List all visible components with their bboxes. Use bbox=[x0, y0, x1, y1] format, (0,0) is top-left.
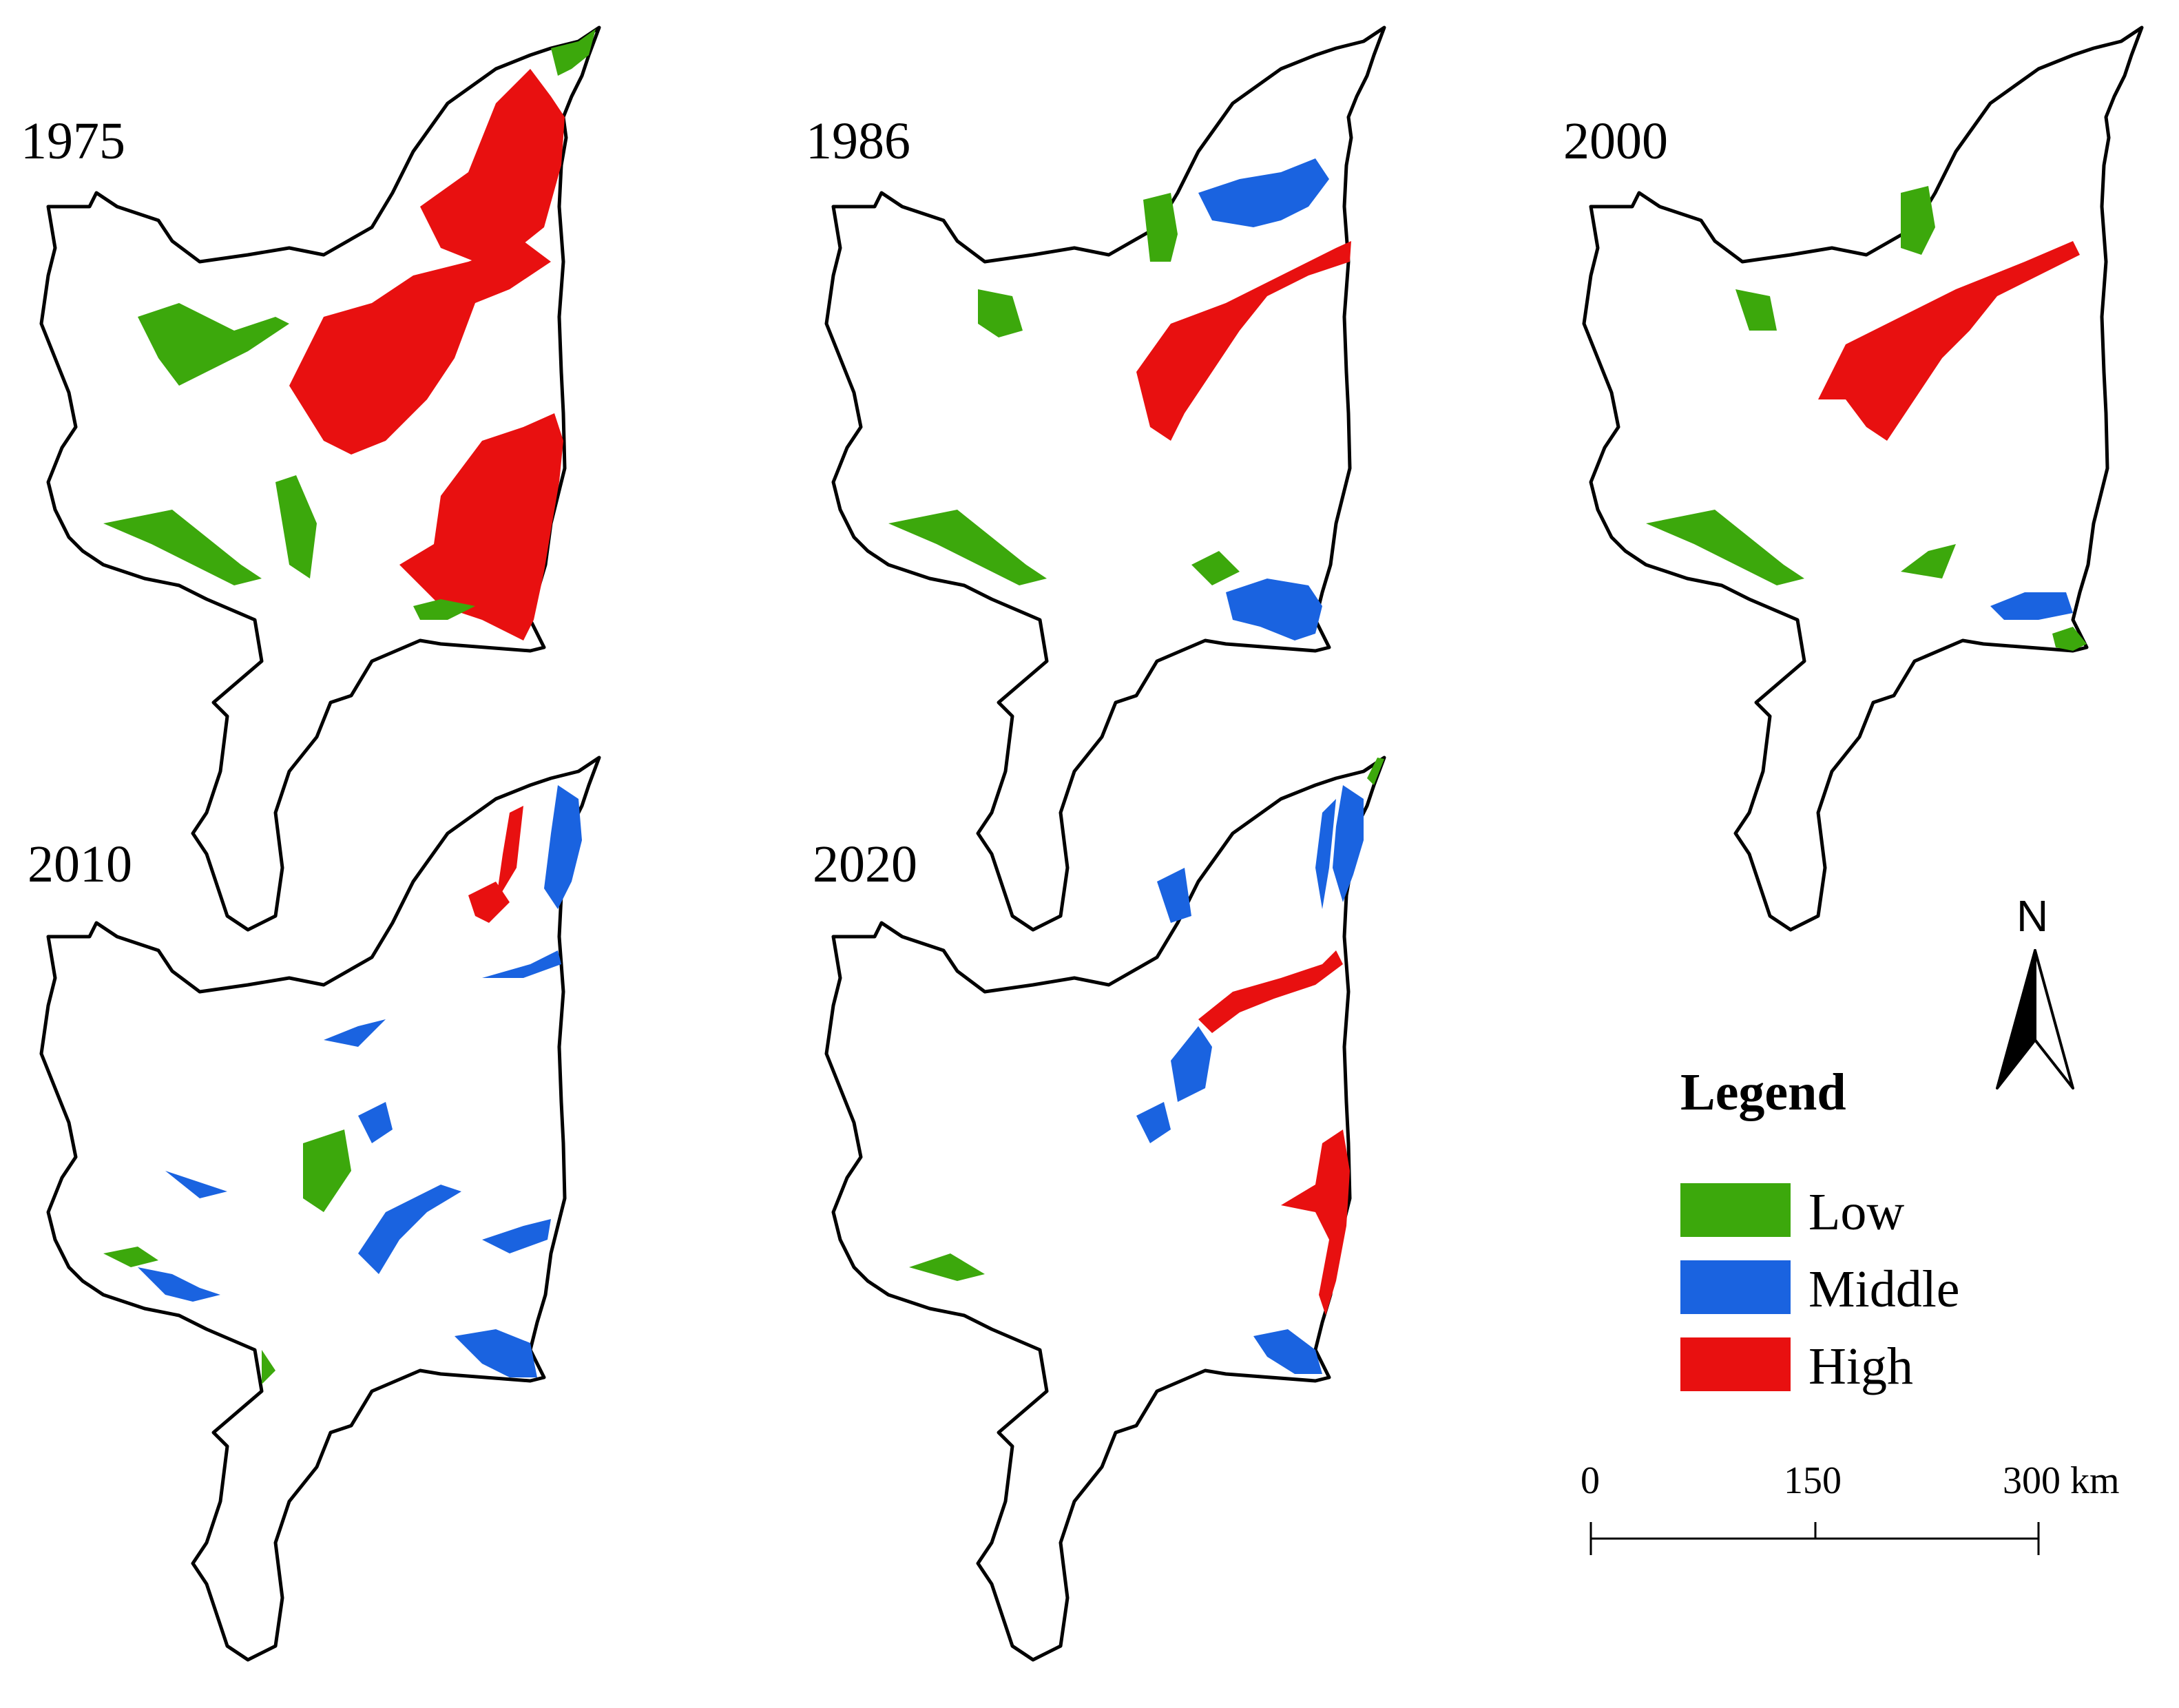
year-label: 2020 bbox=[813, 835, 917, 893]
scale-tick-300: 300 km bbox=[2003, 1459, 2120, 1502]
legend-swatch-middle bbox=[1680, 1260, 1791, 1314]
middle-zones bbox=[1198, 158, 1329, 640]
high-zones bbox=[1136, 241, 1351, 441]
high-zones bbox=[468, 806, 523, 923]
year-label: 1986 bbox=[806, 112, 910, 170]
legend-swatch-high bbox=[1680, 1337, 1791, 1391]
year-label: 1975 bbox=[21, 112, 125, 170]
year-label: 2010 bbox=[28, 835, 132, 893]
year-label: 2000 bbox=[1563, 112, 1668, 170]
low-zones bbox=[103, 1129, 351, 1384]
scale-tick-0: 0 bbox=[1581, 1459, 1600, 1502]
basin-outline bbox=[824, 756, 1386, 1662]
high-zones bbox=[1818, 241, 2080, 441]
middle-zones bbox=[1990, 592, 2073, 620]
legend-label-low: Low bbox=[1808, 1183, 1905, 1241]
basin-outline bbox=[1582, 25, 2144, 932]
middle-zones bbox=[1136, 785, 1364, 1374]
legend-swatch-low bbox=[1680, 1183, 1791, 1237]
middle-zones bbox=[138, 785, 582, 1377]
legend-label-high: High bbox=[1808, 1337, 1913, 1395]
low-zones bbox=[909, 758, 1384, 1281]
low-zones bbox=[1646, 186, 2087, 651]
basin-outline bbox=[824, 25, 1386, 932]
north-arrow-label: N bbox=[2016, 891, 2049, 941]
legend-label-middle: Middle bbox=[1808, 1260, 1960, 1318]
low-zones bbox=[103, 29, 596, 620]
high-zones bbox=[289, 69, 565, 640]
scale-tick-150: 150 bbox=[1784, 1459, 1842, 1502]
low-zones bbox=[888, 193, 1240, 585]
high-zones bbox=[1198, 950, 1350, 1315]
legend-title: Legend bbox=[1680, 1063, 1846, 1121]
